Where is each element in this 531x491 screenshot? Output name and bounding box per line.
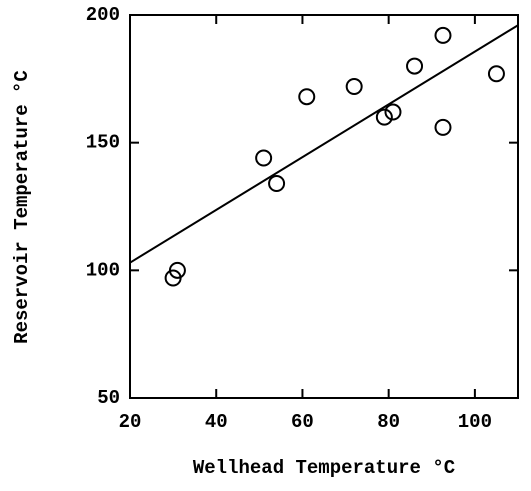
y-tick-label: 50 xyxy=(97,387,120,409)
y-axis-label: Reservoir Temperature °C xyxy=(11,70,33,344)
plot-frame xyxy=(129,14,519,399)
point xyxy=(268,175,286,193)
point xyxy=(168,261,186,279)
point xyxy=(406,57,424,75)
x-tick-label: 100 xyxy=(458,411,492,433)
y-tick-label: 100 xyxy=(86,259,120,281)
x-tick-label: 80 xyxy=(377,411,400,433)
y-tick-label: 200 xyxy=(86,4,120,26)
point xyxy=(384,103,402,121)
x-tick-label: 60 xyxy=(291,411,314,433)
x-tick-label: 40 xyxy=(205,411,228,433)
x-axis-label: Wellhead Temperature °C xyxy=(193,457,455,479)
point xyxy=(487,65,505,83)
x-tick-label: 20 xyxy=(119,411,142,433)
point xyxy=(255,149,273,167)
point xyxy=(298,88,316,106)
point xyxy=(434,118,452,136)
point xyxy=(434,26,452,44)
point xyxy=(375,108,393,126)
point xyxy=(345,77,363,95)
fit-line xyxy=(129,24,519,264)
y-tick-label: 150 xyxy=(86,132,120,154)
